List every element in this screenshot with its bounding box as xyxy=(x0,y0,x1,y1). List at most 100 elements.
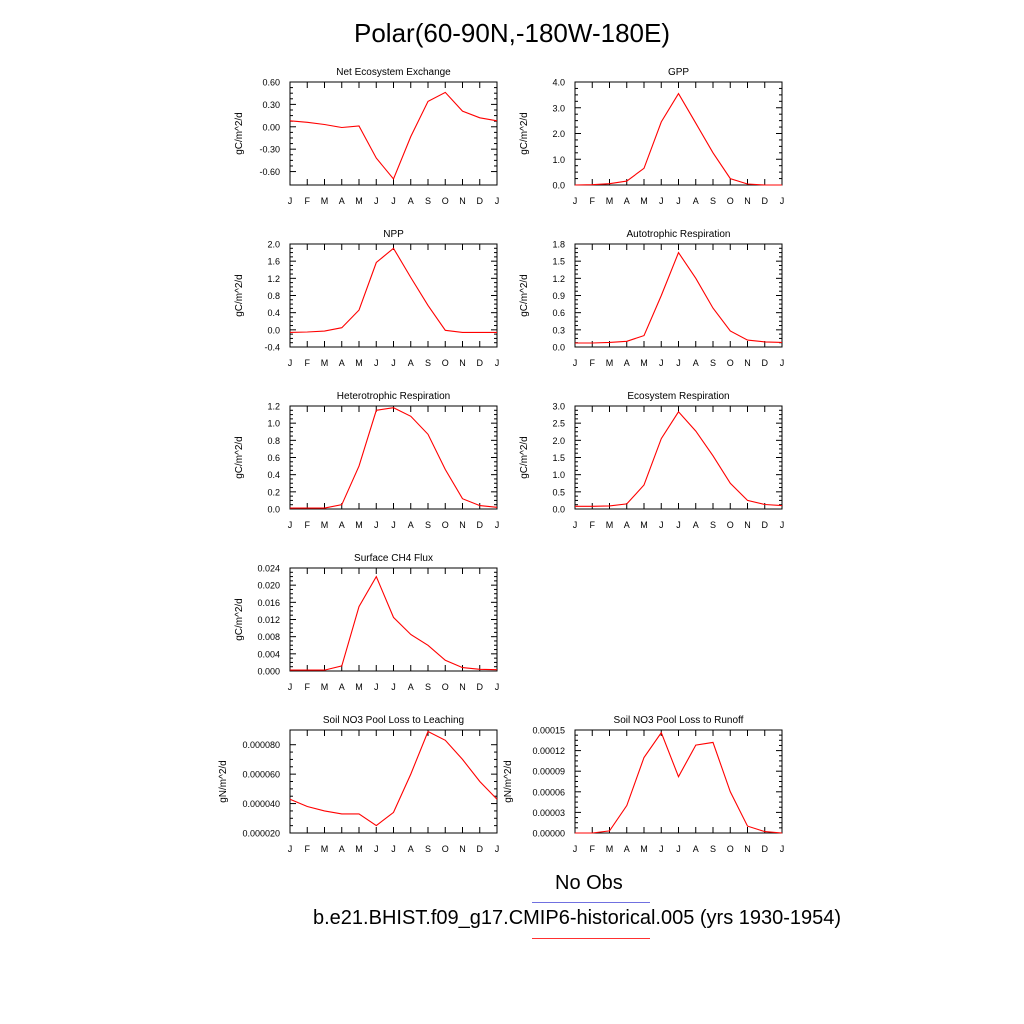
y-tick-label: 1.8 xyxy=(552,240,565,250)
y-tick-label: 0.60 xyxy=(262,78,280,88)
series-line-0 xyxy=(575,251,783,344)
x-tick-label: J xyxy=(391,520,396,530)
x-tick-label: J xyxy=(391,682,396,692)
y-tick-label: 1.2 xyxy=(267,274,280,284)
y-tick-label: 0.00003 xyxy=(532,808,565,818)
x-tick-label: J xyxy=(780,844,785,854)
y-tick-label: 0.000020 xyxy=(242,829,280,839)
y-tick-label: 0.00009 xyxy=(532,767,565,777)
y-axis-label: gC/m^2/d xyxy=(234,436,245,479)
x-tick-label: F xyxy=(305,844,311,854)
y-tick-label: 0.000060 xyxy=(242,770,280,780)
chart-title: Heterotrophic Respiration xyxy=(337,391,450,402)
y-axis-label: gC/m^2/d xyxy=(519,112,530,155)
plot-frame xyxy=(574,729,783,834)
chart-title: Soil NO3 Pool Loss to Leaching xyxy=(323,715,464,726)
x-tick-label: M xyxy=(606,520,614,530)
y-tick-label: 0.0 xyxy=(552,181,565,191)
x-tick-label: J xyxy=(391,196,396,206)
x-tick-label: N xyxy=(744,520,751,530)
y-tick-label: 0.00012 xyxy=(532,746,565,756)
y-tick-label: 0.4 xyxy=(267,470,280,480)
series-line-0 xyxy=(290,407,498,509)
x-tick-label: F xyxy=(305,682,311,692)
y-tick-label: 0.30 xyxy=(262,100,280,110)
chart-title: Net Ecosystem Exchange xyxy=(336,67,451,78)
x-tick-label: N xyxy=(459,520,466,530)
x-tick-label: S xyxy=(710,844,716,854)
y-tick-label: 0.000 xyxy=(257,667,280,677)
x-tick-label: S xyxy=(425,520,431,530)
y-tick-label: 0.2 xyxy=(267,487,280,497)
x-tick-label: J xyxy=(676,196,681,206)
y-tick-label: 1.0 xyxy=(552,470,565,480)
x-tick-label: S xyxy=(425,358,431,368)
x-tick-label: N xyxy=(459,358,466,368)
x-tick-label: N xyxy=(459,196,466,206)
x-tick-label: S xyxy=(710,196,716,206)
x-tick-label: J xyxy=(676,358,681,368)
x-tick-label: O xyxy=(442,196,449,206)
x-tick-label: J xyxy=(676,844,681,854)
x-tick-label: J xyxy=(573,196,578,206)
y-tick-label: 2.5 xyxy=(552,419,565,429)
y-tick-label: 0.8 xyxy=(267,291,280,301)
x-tick-label: S xyxy=(710,358,716,368)
x-tick-label: J xyxy=(391,844,396,854)
x-tick-label: O xyxy=(442,682,449,692)
plot-frame xyxy=(289,729,498,834)
x-tick-label: A xyxy=(624,520,630,530)
y-tick-label: 3.0 xyxy=(552,402,565,412)
y-tick-label: 1.0 xyxy=(552,155,565,165)
x-tick-label: F xyxy=(305,196,311,206)
x-tick-label: J xyxy=(495,358,500,368)
y-axis-label: gC/m^2/d xyxy=(234,598,245,641)
y-tick-label: 0.6 xyxy=(267,453,280,463)
y-tick-label: 0.9 xyxy=(552,291,565,301)
y-axis-label: gC/m^2/d xyxy=(234,274,245,317)
y-tick-label: 1.5 xyxy=(552,257,565,267)
x-tick-label: D xyxy=(762,196,769,206)
x-tick-label: J xyxy=(676,520,681,530)
x-tick-label: D xyxy=(477,844,484,854)
x-tick-label: A xyxy=(339,196,345,206)
y-tick-label: 0.6 xyxy=(552,308,565,318)
series-line-0 xyxy=(575,410,783,507)
plot-frame xyxy=(574,405,783,510)
y-tick-label: 0.3 xyxy=(552,325,565,335)
x-tick-label: M xyxy=(606,358,614,368)
x-tick-label: F xyxy=(590,844,596,854)
x-tick-label: M xyxy=(640,844,648,854)
y-tick-label: -0.4 xyxy=(264,343,280,353)
x-tick-label: J xyxy=(374,844,379,854)
x-tick-label: A xyxy=(408,196,414,206)
x-tick-label: J xyxy=(374,520,379,530)
x-tick-label: J xyxy=(659,196,664,206)
x-tick-label: S xyxy=(425,196,431,206)
y-tick-label: 0.000080 xyxy=(242,740,280,750)
x-tick-label: J xyxy=(288,520,293,530)
x-tick-label: J xyxy=(495,196,500,206)
x-tick-label: N xyxy=(744,196,751,206)
x-tick-label: A xyxy=(693,844,699,854)
x-tick-label: J xyxy=(288,358,293,368)
y-tick-label: 1.0 xyxy=(267,419,280,429)
x-tick-label: A xyxy=(339,844,345,854)
x-tick-label: S xyxy=(425,844,431,854)
x-tick-label: O xyxy=(727,358,734,368)
y-tick-label: 0.020 xyxy=(257,581,280,591)
x-tick-label: J xyxy=(288,844,293,854)
figure-title: Polar(60-90N,-180W-180E) xyxy=(354,18,670,48)
x-tick-label: S xyxy=(710,520,716,530)
plot-frame xyxy=(289,405,498,510)
chart-title: Surface CH4 Flux xyxy=(354,553,433,564)
y-tick-label: 1.5 xyxy=(552,453,565,463)
x-tick-label: O xyxy=(727,196,734,206)
x-tick-label: J xyxy=(288,682,293,692)
x-tick-label: A xyxy=(693,358,699,368)
